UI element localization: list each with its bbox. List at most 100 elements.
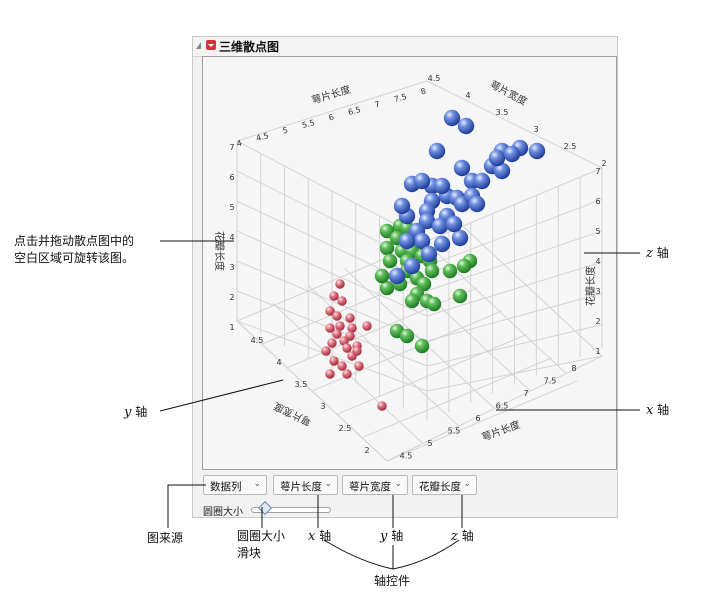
collapse-triangle-icon[interactable] [196,42,201,49]
setosa-point [354,361,364,371]
y-control-variable: y [380,529,388,544]
tick-label: 5.5 [448,427,461,436]
tick-label: 5.5 [301,118,316,130]
setosa-point [362,321,372,331]
virginica-point [457,117,475,135]
tick-label: 7 [523,389,528,398]
virginica-point [445,215,463,233]
virginica-point [503,145,521,163]
x-axis-text: 轴 [657,403,670,417]
slider-annotation: 圆圈大小 滑块 [237,528,285,562]
virginica-point [451,229,469,247]
versicolor-point [424,263,440,279]
x-axis-variable: x [646,403,654,418]
tick-label: 5 [229,203,234,212]
tick-label: 3 [533,125,538,134]
tick-label: 7 [374,100,381,110]
tick-label: 4.5 [400,452,413,461]
setosa-point [329,291,339,301]
tick-label: 6 [595,197,600,206]
red-triangle-menu-icon[interactable] [206,40,216,50]
rotate-annotation-line1: 点击并拖动散点图中的 [14,234,135,248]
tick-label: 6.5 [347,105,362,117]
axis-label-sepal-width-top: 萼片宽度 [488,78,529,108]
setosa-point [347,323,357,333]
z-control-variable: z [451,529,458,544]
circle-size-slider[interactable] [251,507,331,513]
slider-annotation-line2: 滑块 [237,546,262,560]
chevron-down-icon: ⌄ [324,479,332,489]
setosa-point [321,346,331,356]
versicolor-point [456,258,472,274]
versicolor-point [374,268,390,284]
z-control-annotation: z 轴 [451,528,474,545]
versicolor-point [426,296,442,312]
source-dropdown[interactable]: 数据列 ⌄ [203,475,267,495]
versicolor-point [442,263,458,279]
tick-label: 2 [601,159,606,168]
virginica-point [468,195,486,213]
setosa-point [329,356,339,366]
chevron-down-icon: ⌄ [463,479,471,489]
virginica-point [428,142,446,160]
tick-label: 6 [328,113,335,123]
virginica-point [473,172,491,190]
rotate-annotation-line2: 空白区域可旋转该图。 [14,251,135,265]
tick-label: 8 [420,87,427,97]
source-dropdown-label: 数据列 [210,481,242,493]
z-axis-annotation: z 轴 [646,245,669,262]
tick-label: 1 [595,347,600,356]
tick-label: 4.5 [251,336,264,345]
tick-label: 3.5 [295,380,308,389]
data-points [321,109,546,411]
setosa-point [342,343,352,353]
setosa-point [337,361,347,371]
tick-label: 2 [364,446,369,455]
tick-label: 2 [595,317,600,326]
x-axis-dropdown-label: 萼片长度 [280,481,322,493]
y-axis-annotation: y 轴 [124,404,147,421]
virginica-point [393,197,411,215]
tick-label: 5 [595,227,600,236]
virginica-point [433,235,451,253]
tick-label: 7 [229,143,234,152]
setosa-point [332,311,342,321]
tick-label: 7.5 [544,377,557,386]
virginica-point [493,162,511,180]
x-axis-dropdown[interactable]: 萼片长度 ⌄ [273,475,338,495]
axis-label-sepal-length-bottom: 萼片长度 [480,418,522,444]
setosa-point [352,346,362,356]
y-axis-variable: y [124,405,132,420]
versicolor-point [452,288,468,304]
z-control-text: 轴 [461,529,474,543]
y-axis-dropdown[interactable]: 萼片宽度 ⌄ [342,475,408,495]
virginica-point [403,257,421,275]
x-control-text: 轴 [319,529,332,543]
setosa-point [342,369,352,379]
z-axis-dropdown[interactable]: 花瓣长度 ⌄ [412,475,477,495]
x-axis-annotation: x 轴 [646,402,669,419]
versicolor-point [404,293,420,309]
axis-controls-annotation: 轴控件 [374,574,411,588]
axis-label-sepal-length-top: 萼片长度 [310,83,352,107]
versicolor-point [414,338,430,354]
chevron-down-icon: ⌄ [394,479,402,489]
tick-label: 3 [320,402,325,411]
setosa-point [325,323,335,333]
virginica-point [528,142,546,160]
virginica-point [453,159,471,177]
chevron-down-icon: ⌄ [253,479,261,489]
tick-label: 4.5 [255,131,270,143]
setosa-point [327,338,337,348]
x-control-variable: x [308,529,316,544]
tick-label: 3.5 [496,108,509,117]
tick-label: 2.5 [564,142,577,151]
panel-header: 三维散点图 [193,37,617,57]
scatterplot-3d[interactable]: 44.555.566.577.584.543.532.5276543217654… [202,56,617,470]
tick-label: 6 [229,173,234,182]
source-annotation: 图来源 [147,531,184,545]
grid-lines [236,80,603,462]
axis-label-petal-length-left: 花瓣长度 [213,231,226,271]
tick-label: 8 [571,364,576,373]
y-axis-text: 轴 [135,405,148,419]
